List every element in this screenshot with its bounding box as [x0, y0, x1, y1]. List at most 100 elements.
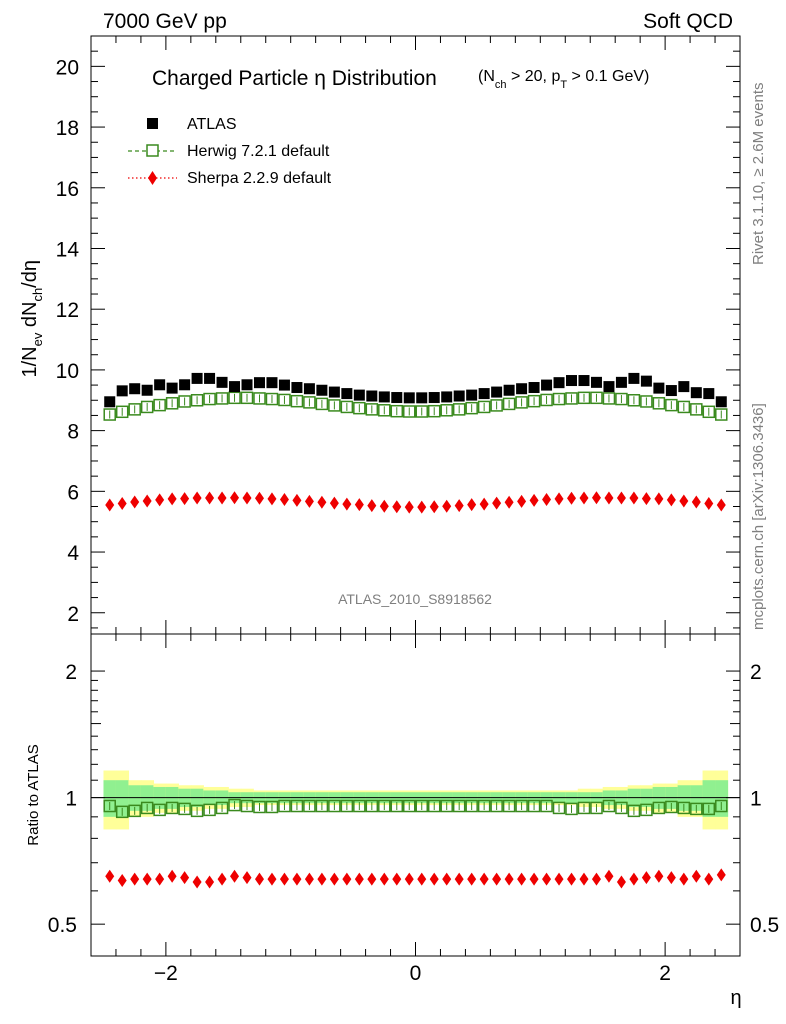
atlas-point — [703, 388, 715, 400]
sherpa-point — [429, 500, 439, 514]
herwig-ratio-point — [340, 799, 354, 813]
herwig-point — [527, 394, 541, 408]
sherpa-point — [304, 494, 314, 508]
atlas-point — [104, 396, 116, 408]
atlas-point — [241, 379, 253, 391]
legend-label-herwig: Herwig 7.2.1 default — [187, 143, 330, 160]
sherpa-ratio-point — [654, 869, 664, 883]
herwig-point — [702, 405, 716, 419]
herwig-point — [490, 399, 503, 412]
herwig-ratio-point — [128, 804, 141, 818]
sherpa-point — [155, 493, 165, 507]
herwig-point — [715, 408, 728, 421]
sherpa-ratio-point — [716, 868, 726, 882]
herwig-point — [652, 397, 666, 410]
herwig-ratio-point — [253, 800, 266, 814]
sherpa-ratio-point — [517, 872, 527, 886]
atlas-point — [453, 390, 465, 402]
atlas-point — [603, 381, 615, 393]
atlas-point — [116, 385, 128, 397]
sherpa-ratio-point — [492, 872, 502, 886]
herwig-point — [627, 394, 641, 407]
herwig-ratio-point — [278, 799, 291, 813]
herwig-point — [403, 405, 416, 418]
atlas-point — [166, 382, 178, 394]
herwig-ratio-point — [702, 802, 716, 816]
herwig-point — [452, 403, 466, 416]
sherpa-point — [392, 500, 402, 514]
ratio-y-tick-labels-right: 0.5 1 2 — [750, 661, 779, 937]
x-tick-label: 0 — [410, 962, 422, 985]
herwig-ratio-point — [715, 799, 728, 813]
sherpa-point — [504, 495, 514, 509]
ratio-y-tick-labels: 0.5 1 2 — [48, 661, 77, 937]
herwig-point — [128, 403, 141, 416]
sherpa-ratio-point — [180, 871, 190, 885]
x-tick-label: −2 — [154, 962, 178, 985]
herwig-point — [690, 403, 703, 416]
main-ytick-label: 16 — [56, 178, 79, 201]
rivet-version-label: Rivet 3.1.10, ≥ 2.6M events — [750, 83, 767, 266]
sherpa-point — [404, 500, 414, 514]
sherpa-point — [230, 491, 240, 505]
atlas-point — [541, 379, 553, 391]
header-right-label: Soft QCD — [643, 10, 733, 33]
main-title: Charged Particle η Distribution — [152, 67, 437, 90]
herwig-ratio-point — [565, 802, 578, 816]
herwig-ratio-point — [215, 801, 229, 815]
herwig-ratio-point — [590, 801, 603, 815]
atlas-point — [653, 382, 665, 394]
herwig-ratio-point — [677, 801, 691, 815]
mcplots-label: mcplots.cern.ch [arXiv:1306.3436] — [750, 403, 767, 630]
sherpa-point — [292, 493, 302, 507]
herwig-ratio-point — [240, 799, 254, 813]
legend-item-herwig: Herwig 7.2.1 default — [128, 143, 330, 160]
atlas-point — [191, 372, 203, 384]
herwig-point — [427, 404, 441, 418]
sherpa-point — [454, 499, 464, 513]
atlas-point — [154, 379, 166, 391]
atlas-point — [328, 386, 340, 398]
atlas-point — [378, 391, 390, 403]
sherpa-point — [479, 497, 489, 511]
title-sub-open: (N — [478, 68, 495, 85]
atlas-point — [216, 376, 228, 388]
herwig-point — [115, 405, 129, 419]
sherpa-point — [567, 491, 577, 505]
main-ytick-label: 2 — [67, 603, 79, 626]
sherpa-point — [579, 491, 589, 505]
legend-marker-sherpa — [148, 171, 157, 185]
legend-item-sherpa: Sherpa 2.2.9 default — [128, 170, 332, 187]
herwig-ratio-point — [640, 803, 653, 817]
sherpa-ratio-point — [529, 872, 539, 886]
analysis-watermark: ATLAS_2010_S8918562 — [338, 591, 492, 607]
sherpa-ratio-point — [591, 872, 601, 886]
herwig-ratio-point — [190, 804, 204, 818]
sherpa-point — [467, 498, 477, 512]
atlas-point — [528, 382, 540, 394]
herwig-point — [190, 394, 204, 407]
sherpa-ratio-point — [254, 872, 264, 886]
sherpa-point — [641, 492, 651, 506]
atlas-point — [466, 389, 478, 401]
herwig-ratio-point — [165, 801, 179, 815]
sherpa-ratio-point — [392, 872, 402, 886]
herwig-point — [315, 397, 329, 411]
herwig-point — [340, 400, 354, 414]
main-ytick-label: 12 — [56, 299, 79, 322]
main-ytick-label: 18 — [56, 117, 79, 140]
herwig-ratio-point — [427, 799, 441, 813]
main-title-text: Charged Particle η Distribution — [152, 67, 437, 90]
sherpa-ratio-point — [267, 872, 277, 886]
atlas-point — [341, 388, 353, 400]
herwig-ratio-point — [527, 799, 541, 813]
herwig-point — [265, 392, 279, 406]
sherpa-ratio-point — [317, 872, 327, 886]
sherpa-ratio-point — [354, 872, 364, 886]
main-ytick-label: 8 — [67, 421, 79, 444]
atlas-point — [628, 372, 640, 384]
herwig-ratio-point — [540, 799, 553, 813]
sherpa-ratio-point — [442, 872, 452, 886]
herwig-ratio-point — [552, 801, 566, 815]
herwig-ratio-point — [303, 799, 316, 813]
